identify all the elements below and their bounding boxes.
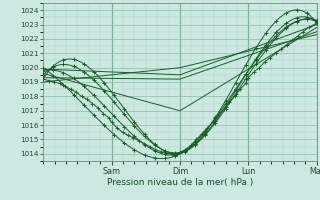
X-axis label: Pression niveau de la mer( hPa ): Pression niveau de la mer( hPa ) <box>107 178 253 187</box>
